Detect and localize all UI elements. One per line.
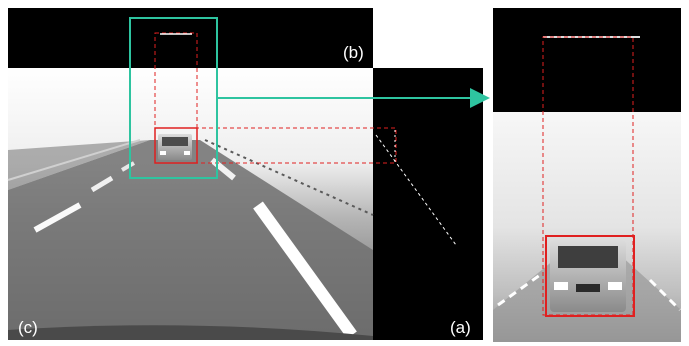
road-edge-right: [204, 139, 374, 216]
lane-mark-left-1: [33, 202, 82, 233]
road-surface: [8, 140, 373, 340]
zoom-lane-left: [497, 273, 541, 307]
dashboard-edge: [8, 325, 373, 340]
zoom-lane-right: [648, 278, 682, 312]
zoom-panel: [493, 8, 682, 342]
road-edge-left: [7, 139, 141, 181]
label-a: (a): [450, 318, 471, 337]
panel-c-scene: [7, 68, 374, 340]
lane-mark-left-3: [120, 161, 136, 172]
panel-a-profile-line: [375, 134, 457, 246]
road-shoulder-left: [8, 140, 150, 190]
label-c: (c): [18, 318, 38, 337]
panel-a-background: [373, 68, 483, 340]
zoom-top-band: [493, 8, 681, 112]
label-b: (b): [343, 43, 364, 62]
lane-mark-right: [253, 201, 357, 339]
lane-mark-left-2: [90, 175, 114, 193]
car-icon: [158, 134, 192, 160]
car-bounding-box: [154, 127, 198, 164]
zoom-car-bounding-box: [545, 235, 635, 317]
car-zoomed-icon: [550, 240, 626, 312]
projection-to-panel-a: [195, 127, 397, 164]
